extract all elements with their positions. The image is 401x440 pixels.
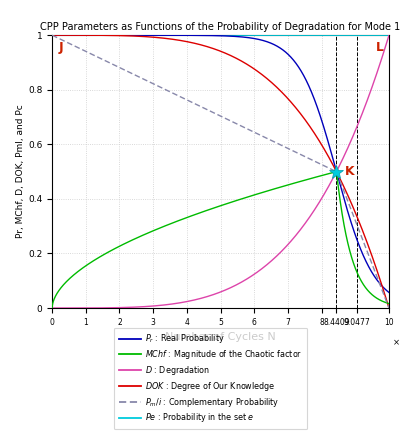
Text: $\times\,10^5$: $\times\,10^5$ [392, 335, 401, 348]
X-axis label: Number of Cycles N: Number of Cycles N [165, 332, 276, 342]
Legend: $P_r$ : Real Probability, $MChf$ : Magnitude of the Chaotic factor, $D$ : Degrad: $P_r$ : Real Probability, $MChf$ : Magni… [114, 327, 307, 429]
Text: L: L [375, 40, 383, 54]
Text: J: J [59, 40, 63, 54]
Title: CPP Parameters as Functions of the Probability of Degradation for Mode 1: CPP Parameters as Functions of the Proba… [41, 22, 401, 32]
Y-axis label: Pr, MChf, D, DOK, Pml, and Pc: Pr, MChf, D, DOK, Pml, and Pc [16, 105, 25, 238]
Text: K: K [345, 165, 354, 178]
